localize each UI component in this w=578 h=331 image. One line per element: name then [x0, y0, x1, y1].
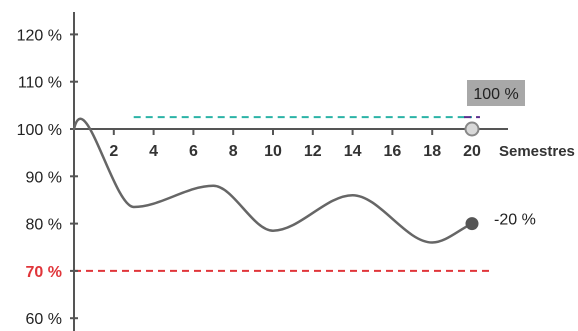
annotation-label-change: -20 % [494, 212, 536, 229]
x-tick-label: 14 [344, 143, 362, 160]
x-tick-label: 8 [229, 143, 238, 160]
annotation-label-100: 100 % [473, 86, 518, 103]
series-layer [72, 117, 474, 244]
y-tick-label: 70 % [26, 264, 62, 281]
point-marker-100 [464, 121, 480, 137]
x-tick-label: 16 [384, 143, 402, 160]
x-tick-label: 20 [463, 143, 481, 160]
x-tick-label: 12 [304, 143, 322, 160]
x-tick-label: 2 [109, 143, 118, 160]
annotation-box [467, 80, 525, 106]
y-tick-label: 120 % [17, 27, 62, 44]
x-tick-label: 6 [189, 143, 198, 160]
y-tick-label: 80 % [26, 217, 62, 234]
x-axis-title: Semestres [499, 143, 575, 160]
x-tick-label: 10 [264, 143, 282, 160]
x-tick-label: 4 [149, 143, 158, 160]
x-tick-label: 18 [423, 143, 441, 160]
reference-lines-layer [74, 116, 492, 272]
axes-layer: 60 % 70 % 80 % 90 % 100 % 110 % 120 % 2 4 6 8 10 12 1… [17, 12, 575, 331]
series-line [72, 117, 474, 244]
y-tick-label: 90 % [26, 169, 62, 186]
y-tick-label: 110 % [18, 75, 62, 92]
annotations-layer: 100 % -20 % [464, 80, 536, 231]
point-marker-end [465, 217, 479, 231]
y-tick-label: 60 % [26, 311, 62, 328]
y-tick-label: 100 % [17, 122, 62, 139]
